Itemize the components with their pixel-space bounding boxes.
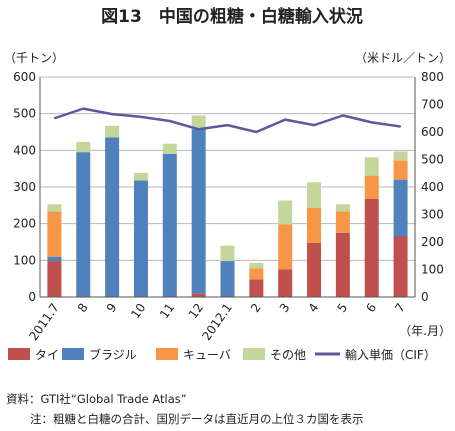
x-tick-label: 2 (248, 301, 264, 315)
legend-label: タイ (35, 348, 59, 362)
x-tick-label: 7 (392, 301, 408, 315)
left-tick-label: 100 (13, 253, 36, 267)
legend: タイ ブラジル キューバ その他 輸入単価（CIF） (8, 347, 436, 362)
bar-その他 (249, 262, 264, 269)
bar-タイ (307, 242, 322, 297)
price-point (111, 113, 113, 115)
legend-label: その他 (270, 348, 306, 362)
x-tick-label: 8 (75, 301, 91, 315)
x-tick-label: 5 (334, 301, 350, 315)
price-point (371, 121, 373, 123)
bar-その他 (335, 204, 350, 212)
left-tick-label: 400 (13, 143, 36, 157)
bar-series (47, 115, 408, 297)
x-tick-label: 4 (306, 301, 322, 315)
price-point (198, 128, 200, 130)
left-axis-unit: （千トン） (4, 51, 64, 65)
bar-その他 (133, 173, 148, 181)
x-tick-label: 12 (186, 301, 206, 322)
bar-その他 (364, 157, 379, 176)
x-tick-label: 9 (104, 301, 120, 315)
bar-ブラジル (393, 179, 408, 237)
price-point (342, 114, 344, 117)
right-tick-label: 200 (421, 235, 444, 249)
bar-その他 (162, 143, 177, 154)
legend-swatch-タイ (8, 348, 30, 360)
bar-ブラジル (220, 261, 235, 297)
bar-タイ (364, 198, 379, 297)
x-tick-label: 3 (277, 301, 293, 315)
bar-ブラジル (76, 152, 91, 297)
bar-キューバ (393, 160, 408, 180)
bar-タイ (249, 279, 264, 297)
right-tick-label: 700 (421, 98, 444, 112)
bar-その他 (191, 115, 206, 130)
bar-その他 (76, 141, 91, 153)
bar-キューバ (278, 224, 293, 270)
x-tick-label: 2012.1 (199, 301, 235, 343)
price-point (140, 116, 142, 118)
right-tick-label: 600 (421, 125, 444, 139)
right-tick-label: 800 (421, 70, 444, 84)
bar-その他 (47, 204, 62, 212)
bar-キューバ (249, 268, 264, 280)
left-tick-label: 0 (28, 290, 36, 304)
x-tick-label: 10 (128, 301, 148, 322)
bar-タイ (191, 293, 206, 297)
bar-その他 (307, 182, 322, 208)
x-tick-label: 11 (157, 301, 177, 322)
bar-タイ (335, 232, 350, 297)
price-point (226, 124, 229, 126)
left-tick-label: 600 (13, 70, 36, 84)
bar-キューバ (364, 175, 379, 199)
bar-その他 (393, 151, 408, 161)
bar-タイ (278, 269, 293, 297)
price-line-series (53, 107, 402, 134)
bar-キューバ (47, 211, 62, 257)
bar-キューバ (307, 207, 322, 243)
price-point (82, 108, 84, 110)
footnote: 注：粗糖と白糖の合計、国別データは直近月の上位３カ国を表示 (30, 412, 364, 426)
bar-ブラジル (47, 256, 62, 262)
x-axis-unit: （年.月） (399, 324, 451, 338)
bar-キューバ (335, 211, 350, 233)
right-tick-label: 0 (421, 290, 429, 304)
price-point (313, 124, 315, 126)
bar-その他 (105, 125, 120, 138)
right-tick-label: 500 (421, 153, 444, 167)
price-point (169, 120, 171, 122)
left-tick-label: 200 (13, 217, 36, 231)
price-point (255, 131, 257, 133)
bar-その他 (278, 200, 293, 225)
left-tick-label: 500 (13, 107, 36, 121)
legend-swatch-ブラジル (62, 348, 84, 360)
price-point (399, 125, 402, 128)
x-tick-label: 2011.7 (26, 301, 62, 343)
legend-label: ブラジル (89, 347, 137, 362)
legend-swatch-キューバ (156, 348, 178, 360)
right-tick-label: 400 (421, 180, 444, 194)
bar-タイ (393, 236, 408, 297)
chart-svg: 図13 中国の粗糖・白糖輸入状況 （千トン） （米ドル／トン） （年.月） 0 1… (4, 6, 451, 362)
bar-ブラジル (133, 180, 148, 297)
legend-label: キューバ (183, 348, 231, 362)
right-tick-label: 100 (421, 263, 444, 277)
bar-ブラジル (105, 137, 120, 297)
bar-タイ (47, 261, 62, 297)
right-tick-label: 300 (421, 208, 444, 222)
price-point (284, 119, 286, 121)
bar-ブラジル (191, 129, 206, 294)
bar-その他 (220, 245, 235, 262)
right-axis-unit: （米ドル／トン） (355, 51, 451, 65)
source-note: 資料：GTI社“Global Trade Atlas” (6, 392, 187, 406)
price-point (53, 117, 56, 119)
x-tick-label: 6 (363, 301, 379, 315)
chart-title: 図13 中国の粗糖・白糖輸入状況 (101, 6, 363, 27)
legend-swatch-その他 (243, 348, 265, 360)
legend-label: 輸入単価（CIF） (345, 347, 436, 362)
gridlines (40, 76, 415, 261)
left-tick-label: 300 (13, 180, 36, 194)
bar-ブラジル (162, 154, 177, 297)
